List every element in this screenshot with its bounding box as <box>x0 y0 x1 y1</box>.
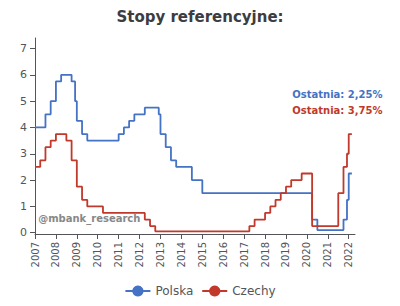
svg-text:2018: 2018 <box>260 242 271 267</box>
svg-text:2017: 2017 <box>239 242 250 267</box>
svg-text:2007: 2007 <box>30 242 41 267</box>
svg-text:2016: 2016 <box>218 242 229 267</box>
svg-text:7: 7 <box>20 42 27 55</box>
svg-text:2015: 2015 <box>197 242 208 267</box>
svg-text:Ostatnia: 3,75%: Ostatnia: 3,75% <box>292 105 382 116</box>
svg-text:2011: 2011 <box>113 242 124 267</box>
svg-text:Ostatnia: 2,25%: Ostatnia: 2,25% <box>292 89 382 100</box>
svg-text:1: 1 <box>20 200 27 213</box>
svg-text:Polska: Polska <box>155 284 193 298</box>
svg-text:2021: 2021 <box>322 242 333 267</box>
svg-text:0: 0 <box>20 226 27 239</box>
svg-text:2013: 2013 <box>155 242 166 267</box>
svg-text:2008: 2008 <box>50 242 61 267</box>
svg-text:2012: 2012 <box>134 242 145 267</box>
svg-text:2010: 2010 <box>92 242 103 267</box>
svg-text:Stopy referencyjne:: Stopy referencyjne: <box>116 8 283 26</box>
svg-text:Czechy: Czechy <box>232 284 275 298</box>
svg-text:4: 4 <box>20 121 27 134</box>
svg-text:5: 5 <box>20 95 27 108</box>
svg-text:3: 3 <box>20 147 27 160</box>
svg-text:6: 6 <box>20 68 27 81</box>
svg-text:2009: 2009 <box>71 242 82 267</box>
svg-text:2020: 2020 <box>301 242 312 267</box>
svg-text:@mbank_research: @mbank_research <box>38 213 140 225</box>
svg-text:2019: 2019 <box>280 242 291 267</box>
svg-text:2014: 2014 <box>176 242 187 267</box>
svg-text:2022: 2022 <box>343 242 354 267</box>
svg-text:2: 2 <box>20 174 27 187</box>
